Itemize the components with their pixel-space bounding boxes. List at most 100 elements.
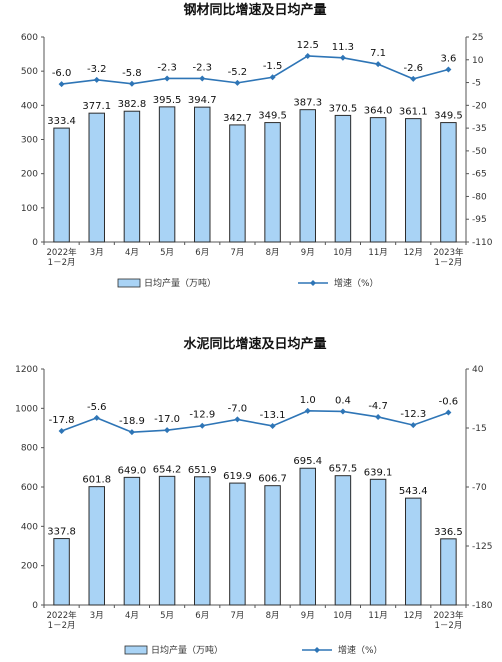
x-category-label-line: 5月 [160,248,174,258]
y-right-tick-label: -50 [472,147,487,157]
y-right-tick-label: 40 [472,365,484,375]
y-left-tick-label: 200 [21,170,38,180]
line-data-label: 0.4 [335,395,351,406]
bar-data-label: 639.1 [364,467,393,478]
legend-line-label: 增速（%） [338,644,383,656]
y-right-tick-label: -110 [472,238,493,248]
y-left-tick-label: 400 [21,101,38,111]
line-point [410,422,417,429]
legend-bar-swatch [124,645,148,655]
bar [194,476,211,606]
bar [369,117,387,243]
line-point [199,75,206,82]
chart-title: 钢材同比增速及日均产量 [183,2,326,18]
x-category-label: 9月 [301,248,315,258]
x-category-label-line: 2022年 [47,247,78,258]
bar-data-label: 377.1 [82,101,111,112]
bar [264,122,281,243]
line-point [58,428,65,435]
bar [88,112,105,243]
bar [369,478,387,606]
line-data-label: -13.1 [260,410,286,421]
x-category-label: 2022年 1－2月 [47,610,78,631]
chart-title: 水泥同比增速及日均产量 [183,336,326,352]
x-category-label-line: 12月 [404,611,423,621]
bar-data-label: 349.5 [258,111,287,122]
y-right-tick-label: -70 [472,483,487,493]
x-category-label: 10月 [333,248,352,258]
bar-data-label: 364.0 [364,106,393,117]
x-category-label: 2023年 1－2月 [433,610,464,631]
x-category-label-line: 2022年 [47,610,78,621]
line-point [164,427,171,434]
bar-data-label: 394.7 [188,95,217,106]
line-data-label: -12.9 [189,410,215,421]
bar-data-label: 657.5 [329,464,358,475]
x-category-label-line: 6月 [195,611,209,621]
line-data-label: -18.9 [119,416,145,427]
x-category-label-line: 1－2月 [435,621,463,631]
bar [334,114,352,243]
bar-data-label: 695.4 [293,456,322,467]
bar [299,467,316,606]
x-category-label-line: 5月 [160,611,174,621]
line-data-label: -5.6 [87,402,107,413]
x-category-label-line: 3月 [90,611,104,621]
bar-data-label: 342.7 [223,113,252,124]
line-data-label: 12.5 [297,40,319,51]
bar [405,497,422,606]
line-data-label: 11.3 [332,42,354,53]
x-category-label-line: 2023年 [433,610,464,621]
bar [194,106,211,243]
bar-data-label: 336.5 [434,527,463,538]
bar-data-label: 382.8 [118,99,147,110]
x-category-label-line: 11月 [368,611,387,621]
line-data-label: -0.6 [439,397,459,408]
bar [264,485,281,606]
x-category-label-line: 2023年 [433,247,464,258]
bar-data-label: 619.9 [223,471,252,482]
bar-data-label: 606.7 [258,474,287,485]
bar [299,109,316,243]
line-data-label: 3.6 [440,53,456,64]
bar-data-label: 370.5 [329,103,358,114]
line-point [375,413,382,420]
cement-chart: 水泥同比增速及日均产量 0 200 400 600 800 1000 1200 40 -15 -70… [15,336,493,656]
y-right-tick-label: -5 [472,79,481,89]
line-point [304,52,311,59]
y-left-tick-label: 0 [32,601,38,611]
bar-data-label: 387.3 [293,98,322,109]
bar-data-label: 649.0 [118,465,147,476]
x-category-label-line: 4月 [125,611,139,621]
line-data-label: -7.0 [228,403,248,414]
x-category-label: 8月 [266,248,280,258]
line-point [234,416,241,423]
line-data-label: -2.6 [403,63,423,74]
line-data-label: -5.8 [122,68,142,79]
x-category-label-line: 1－2月 [48,621,76,631]
y-left-tick-label: 1200 [15,365,38,375]
bar-data-label: 543.4 [399,486,428,497]
line-data-label: 7.1 [370,48,386,59]
x-category-label-line: 10月 [333,248,352,258]
bar [334,475,352,606]
x-category-label-line: 10月 [333,611,352,621]
bar [158,475,176,606]
x-category-label-line: 8月 [266,611,280,621]
line-point [93,414,100,421]
line-data-label: -17.8 [49,415,75,426]
bar-data-label: 651.9 [188,465,217,476]
x-category-label-line: 9月 [301,611,315,621]
y-right-tick-label: -95 [472,215,487,225]
line-data-label: -2.3 [192,62,212,73]
x-category-label: 6月 [195,611,209,621]
x-category-label: 4月 [125,611,139,621]
growth-line [61,55,449,85]
x-category-label: 11月 [368,248,387,258]
legend-line-marker [310,280,316,286]
x-category-label: 10月 [333,611,352,621]
line-point [58,81,65,88]
line-point [410,75,417,82]
x-category-label: 5月 [160,611,174,621]
line-data-label: -3.2 [87,64,107,75]
